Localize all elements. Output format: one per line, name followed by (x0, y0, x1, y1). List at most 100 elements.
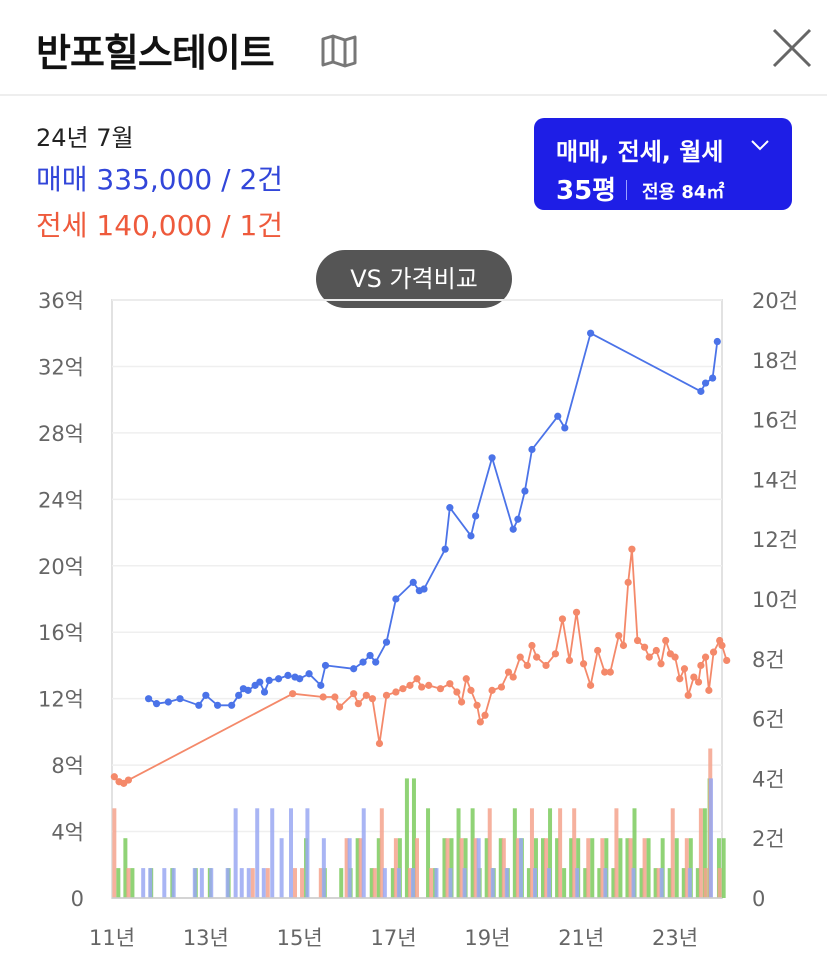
volume-bar-jeonse (250, 868, 255, 898)
jeonse-price-point (697, 661, 705, 670)
jeonse-price-point (481, 711, 489, 719)
jeonse-price-point (723, 656, 731, 665)
volume-bar-sale (504, 868, 509, 898)
sale-price-point (713, 337, 721, 346)
volume-bar-wolse (498, 838, 503, 898)
volume-bar-sale (361, 808, 366, 898)
volume-bar-wolse (625, 838, 630, 898)
volume-bar-sale (462, 868, 467, 898)
jeonse-price-point (399, 685, 407, 693)
sale-price-point (265, 676, 273, 684)
jeonse-price-point (467, 686, 475, 694)
jeonse-price-point (533, 653, 541, 661)
jeonse-price-point (350, 690, 358, 698)
y-right-tick-label: 4건 (752, 767, 785, 791)
volume-bar-jeonse (487, 808, 492, 898)
jeonse-price-point (436, 685, 445, 693)
volume-bar-wolse (583, 868, 588, 898)
jeonse-price-point (594, 646, 602, 655)
y-left-tick-label: 8억 (51, 754, 84, 778)
jeonse-price-point (497, 683, 506, 691)
y-right-tick-label: 20건 (752, 289, 798, 313)
close-icon[interactable] (768, 24, 816, 72)
jeonse-price-point (516, 653, 524, 661)
sale-price-point (467, 532, 475, 540)
volume-bar-sale (246, 868, 251, 898)
x-tick-label: 19년 (464, 926, 510, 950)
volume-bar-jeonse (459, 838, 464, 898)
sale-price-point (202, 691, 210, 699)
jeonse-price-point (671, 653, 679, 661)
volume-bar-wolse (667, 868, 672, 898)
volume-bar-wolse (404, 778, 409, 898)
sale-price-line (148, 332, 719, 707)
trade-filter-button[interactable]: 매매, 전세, 월세 35평 전용 84㎡ (534, 118, 792, 210)
sale-price-point (260, 688, 269, 696)
volume-bar-wolse (590, 838, 595, 898)
y-right-tick-label: 6건 (752, 708, 785, 732)
volume-bar-wolse (339, 868, 344, 898)
map-icon[interactable] (320, 34, 358, 68)
filter-divider (626, 180, 627, 200)
volume-bar-wolse (116, 868, 121, 898)
x-tick-label: 21년 (558, 926, 604, 950)
jeonse-price-point (601, 668, 609, 676)
sale-price-point (472, 512, 480, 520)
volume-bar-jeonse (717, 868, 722, 898)
volume-bar-wolse (674, 838, 679, 898)
volume-bar-jeonse (293, 868, 297, 898)
volume-bar-jeonse (126, 868, 131, 898)
jeonse-price-point (462, 675, 470, 683)
sale-price-point (296, 675, 304, 683)
jeonse-price-line (113, 548, 728, 785)
volume-bar-jeonse (558, 808, 563, 898)
volume-bar-jeonse (300, 868, 305, 898)
volume-bar-wolse (484, 838, 489, 898)
volume-bar-sale (708, 778, 713, 898)
trade-type-label: 매매, 전세, 월세 (556, 138, 724, 166)
volume-bar-sale (261, 868, 266, 898)
volume-bar-sale (279, 838, 284, 898)
sale-price-point (554, 412, 562, 420)
volume-bar-wolse (555, 838, 560, 898)
volume-bar-wolse (702, 808, 707, 898)
sale-price-point (321, 661, 330, 670)
y-left-tick-label: 24억 (38, 488, 84, 512)
volume-bar-jeonse (529, 808, 534, 898)
volume-bar-jeonse (600, 838, 605, 898)
jeonse-price-point (362, 691, 370, 699)
volume-bar-jeonse (684, 838, 689, 898)
sale-price-point (145, 695, 153, 703)
jeonse-price-point (418, 683, 426, 691)
y-right-tick-label: 18건 (752, 349, 798, 373)
volume-bar-sale (270, 808, 275, 898)
volume-bar-wolse (562, 868, 567, 898)
y-left-tick-label: 0 (71, 887, 84, 911)
volume-bar-sale (148, 868, 153, 898)
volume-bar-wolse (618, 838, 623, 898)
volume-bar-sale (687, 868, 692, 898)
vs-compare-button[interactable]: VS 가격비교 (316, 250, 512, 308)
sale-price-point (284, 671, 292, 680)
volume-bar-jeonse (379, 808, 384, 898)
jeonse-price-point (565, 656, 574, 665)
jeonse-price-point (528, 641, 536, 650)
jeonse-price-point (542, 661, 550, 670)
jeonse-price-point (124, 776, 133, 784)
volume-bar-sale (239, 868, 244, 898)
sale-price-point (359, 658, 367, 666)
y-right-tick-label: 8건 (752, 648, 785, 672)
x-tick-label: 17년 (371, 926, 417, 950)
jeonse-price-point (425, 681, 433, 689)
volume-bar-sale (209, 868, 214, 898)
jeonse-price-point (488, 686, 496, 694)
volume-bar-sale (255, 808, 260, 898)
sale-price-point (697, 387, 705, 395)
volume-bar-jeonse (501, 838, 506, 898)
x-tick-label: 15년 (277, 926, 323, 950)
volume-bar-jeonse (112, 808, 117, 898)
jeonse-price-point (628, 545, 636, 553)
volume-bar-jeonse (344, 838, 349, 898)
volume-bar-wolse (411, 778, 416, 898)
